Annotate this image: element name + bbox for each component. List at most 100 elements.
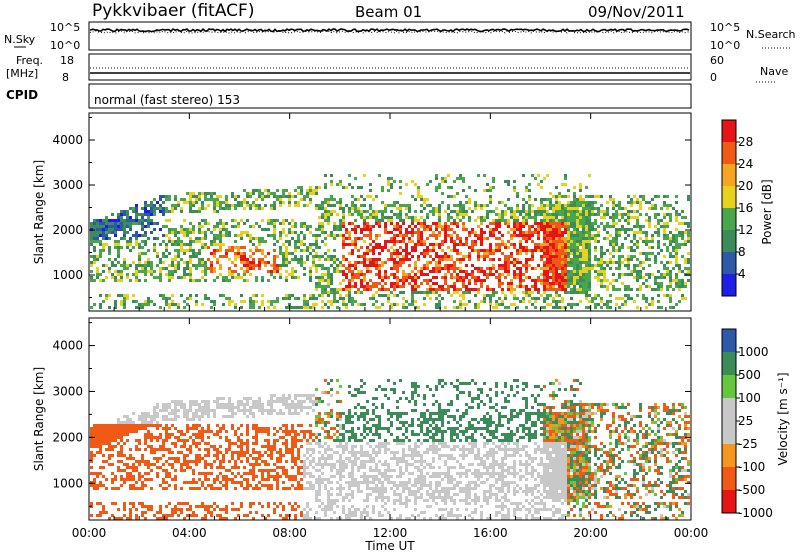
velocity-cell xyxy=(141,460,144,463)
power-cell xyxy=(627,258,630,261)
power-cell xyxy=(210,261,213,264)
power-cell xyxy=(405,252,408,255)
velocity-cell xyxy=(129,472,132,475)
velocity-cell xyxy=(276,460,279,463)
power-cell xyxy=(270,300,273,303)
velocity-cell xyxy=(126,433,129,436)
power-cell xyxy=(186,249,189,252)
power-cell xyxy=(492,306,495,309)
power-cell xyxy=(387,231,390,234)
power-cell xyxy=(273,261,276,264)
power-cell xyxy=(531,258,534,261)
velocity-cell xyxy=(108,433,111,436)
power-cell xyxy=(585,249,588,252)
velocity-cell xyxy=(183,460,186,463)
power-cell xyxy=(90,231,93,234)
velocity-cell xyxy=(102,466,105,469)
power-cell xyxy=(336,228,339,231)
velocity-cell xyxy=(210,484,213,487)
power-cell xyxy=(345,276,348,279)
power-cell xyxy=(441,276,444,279)
velocity-cell xyxy=(282,481,285,484)
velocity-cell xyxy=(144,427,147,430)
power-cell xyxy=(351,303,354,306)
power-cell xyxy=(138,252,141,255)
power-cell xyxy=(324,258,327,261)
power-cell xyxy=(585,306,588,309)
power-cell xyxy=(561,234,564,237)
power-cell xyxy=(414,246,417,249)
power-cell xyxy=(204,246,207,249)
power-cell xyxy=(444,255,447,258)
power-cell xyxy=(435,252,438,255)
power-cell xyxy=(213,255,216,258)
power-cell xyxy=(519,243,522,246)
power-cell xyxy=(687,237,690,240)
velocity-cell xyxy=(294,412,297,415)
power-cell xyxy=(354,273,357,276)
power-cell xyxy=(387,183,390,186)
power-cell xyxy=(585,243,588,246)
velocity-cell xyxy=(228,406,231,409)
power-cell xyxy=(537,297,540,300)
velocity-cell xyxy=(243,406,246,409)
power-cell xyxy=(282,219,285,222)
power-cell xyxy=(183,198,186,201)
power-cell xyxy=(606,303,609,306)
power-cell xyxy=(339,201,342,204)
power-cell xyxy=(537,228,540,231)
velocity-cell xyxy=(102,442,105,445)
power-cell xyxy=(447,216,450,219)
velocity-cell xyxy=(234,463,237,466)
power-cell xyxy=(570,213,573,216)
power-cell xyxy=(561,276,564,279)
power-cell xyxy=(450,258,453,261)
power-cell xyxy=(258,261,261,264)
power-cell xyxy=(444,276,447,279)
power-cell xyxy=(477,276,480,279)
power-cell xyxy=(588,216,591,219)
velocity-cell xyxy=(303,487,306,490)
power-cell xyxy=(441,249,444,252)
power-cell xyxy=(288,198,291,201)
power-cell xyxy=(459,243,462,246)
power-cell xyxy=(426,204,429,207)
velocity-cell xyxy=(96,436,99,439)
power-cell xyxy=(156,207,159,210)
power-cell xyxy=(204,195,207,198)
power-cell xyxy=(672,240,675,243)
power-cell xyxy=(471,210,474,213)
power-cell xyxy=(267,219,270,222)
power-cell xyxy=(534,282,537,285)
power-cell xyxy=(642,261,645,264)
power-cell xyxy=(639,237,642,240)
velocity-cell xyxy=(99,448,102,451)
power-cell xyxy=(555,279,558,282)
velocity-cell xyxy=(168,472,171,475)
velocity-cell xyxy=(168,427,171,430)
power-cell xyxy=(123,303,126,306)
velocity-cell xyxy=(177,502,180,505)
power-cell xyxy=(477,288,480,291)
power-cell xyxy=(159,279,162,282)
power-cell xyxy=(615,261,618,264)
power-cell xyxy=(300,198,303,201)
power-cell xyxy=(675,249,678,252)
power-cell xyxy=(558,228,561,231)
power-cell xyxy=(138,258,141,261)
power-cell xyxy=(135,264,138,267)
power-cell xyxy=(546,249,549,252)
power-cell xyxy=(669,294,672,297)
power-cell xyxy=(498,258,501,261)
power-cell xyxy=(480,207,483,210)
power-cell xyxy=(210,306,213,309)
velocity-cell xyxy=(153,436,156,439)
power-cell xyxy=(624,288,627,291)
power-cell xyxy=(279,273,282,276)
velocity-cell xyxy=(240,433,243,436)
power-cell xyxy=(315,192,318,195)
velocity-cell xyxy=(186,439,189,442)
velocity-cell xyxy=(273,508,276,511)
velocity-cell xyxy=(294,433,297,436)
power-cell xyxy=(162,213,165,216)
